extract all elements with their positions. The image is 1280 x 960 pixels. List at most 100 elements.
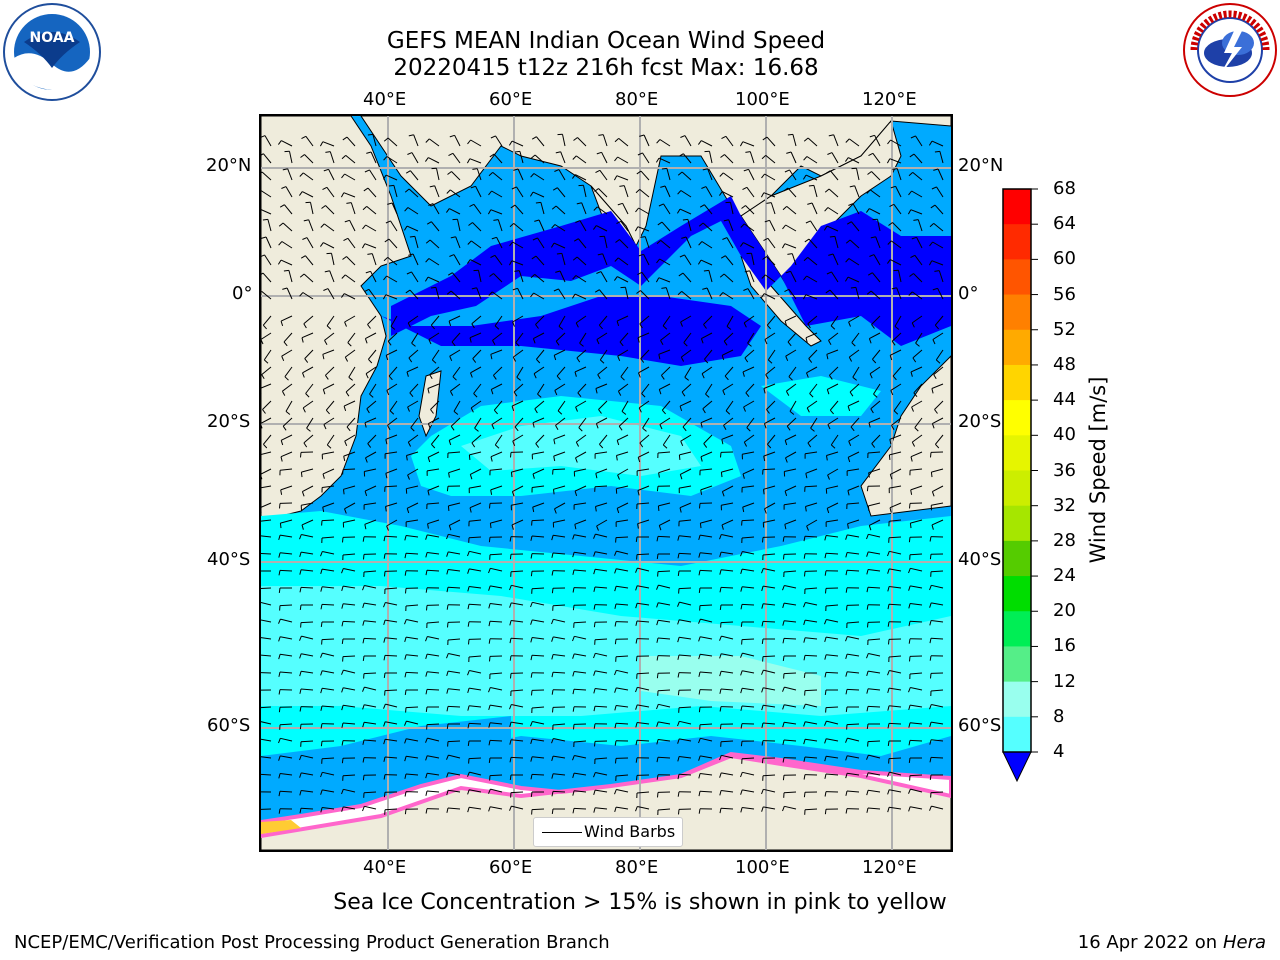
wind-barb-flag (845, 534, 848, 540)
wind-barb (286, 287, 293, 300)
wind-barb-flag (740, 670, 743, 676)
wind-barb-flag (277, 259, 282, 265)
wind-barb (637, 806, 650, 810)
wind-barb-flag (362, 585, 365, 591)
wind-barb-flag (320, 772, 323, 778)
wind-barb-flag (404, 619, 407, 625)
wind-barb-flag (743, 322, 747, 328)
wind-barb (910, 567, 923, 572)
wind-barb (322, 652, 335, 657)
wind-barb (826, 349, 839, 355)
wind-barb (702, 400, 713, 410)
wind-barb (829, 400, 839, 411)
wind-barb-flag (489, 656, 491, 662)
wind-barb-flag (424, 276, 429, 282)
lon-label-bottom-80E: 80°E (615, 857, 659, 878)
wind-barb-flag (427, 457, 431, 463)
wind-barb (638, 207, 650, 215)
wind-barb (287, 168, 293, 181)
wind-barb (496, 237, 503, 249)
wind-barb (405, 773, 419, 776)
wind-barb-flag (389, 410, 395, 415)
wind-barb-flag (301, 491, 305, 497)
wind-barb-flag (677, 619, 680, 625)
wind-barb (828, 332, 839, 341)
wind-barb (267, 219, 272, 232)
wind-barb-flag (299, 587, 302, 593)
wind-barb (556, 366, 566, 377)
wind-barb (321, 705, 335, 708)
wind-barb-flag (532, 237, 538, 241)
wind-barb (874, 135, 881, 147)
wind-barb (721, 349, 734, 356)
wind-barb-flag (449, 134, 455, 138)
wind-barb (889, 670, 902, 674)
wind-barb (931, 721, 944, 725)
wind-barb-flag (637, 490, 640, 496)
wind-barb (368, 349, 377, 360)
wind-barb-flag (511, 491, 515, 497)
wind-barb-flag (677, 637, 680, 643)
wind-barb-flag (852, 376, 858, 381)
wind-barb (914, 255, 923, 266)
wind-barb (557, 400, 566, 412)
wind-barb (930, 637, 944, 640)
wind-barb-flag (488, 788, 491, 794)
wind-barb-flag (446, 189, 451, 194)
wind-barb (867, 705, 881, 708)
wind-barb (301, 772, 314, 776)
wind-barb-flag (639, 323, 643, 329)
wind-barb-flag (493, 219, 499, 221)
wind-barb-flag (746, 427, 751, 432)
wind-barb (492, 332, 503, 341)
calm-zone-south (381, 296, 761, 366)
wind-barb (681, 383, 692, 393)
wind-barb-flag (304, 358, 309, 363)
wind-barb-flag (509, 739, 512, 745)
wind-barb (615, 774, 629, 777)
wind-barb (830, 170, 839, 181)
wind-barb-flag (365, 373, 369, 379)
wind-barb (806, 366, 818, 374)
wind-barb (384, 689, 398, 692)
wind-barb (602, 134, 608, 147)
wind-barb-flag (766, 202, 772, 204)
wind-barb-flag (658, 389, 662, 395)
wind-barb-flag (299, 755, 302, 761)
wind-barb (302, 485, 314, 493)
wind-barb-flag (447, 622, 449, 628)
wind-barb (636, 620, 650, 623)
wind-barb (743, 242, 755, 249)
wind-barb-flag (619, 341, 624, 347)
wind-barb (280, 519, 293, 524)
wind-barb (741, 536, 755, 539)
wind-barb (534, 274, 545, 283)
wind-barb-flag (636, 775, 638, 781)
wind-barb-flag (511, 405, 515, 412)
wind-barb (595, 568, 608, 572)
wind-barb-flag (888, 639, 890, 645)
wind-barb (343, 568, 356, 572)
wind-barb (889, 687, 902, 691)
colorbar-block (1003, 646, 1031, 683)
wind-barb (643, 134, 650, 147)
wind-barb-flag (594, 289, 600, 293)
wind-barb-flag (721, 439, 724, 445)
wind-barb (323, 242, 335, 249)
wind-barb (783, 791, 797, 794)
wind-barb (721, 772, 734, 776)
colorbar-label: Wind Speed [m/s] (1086, 376, 1110, 564)
wind-barb (910, 451, 923, 458)
wind-barb-flag (828, 375, 833, 380)
wind-barb (826, 519, 839, 523)
wind-barb (343, 669, 356, 674)
wind-barb (411, 271, 419, 283)
wind-barb-flag (535, 201, 541, 204)
wind-barb-flag (302, 372, 305, 378)
wind-barb (637, 468, 650, 472)
wind-barb-flag (677, 553, 680, 559)
wind-barb (829, 289, 839, 300)
wind-barb-flag (593, 789, 596, 796)
wind-barb-flag (551, 689, 554, 695)
wind-barb (573, 740, 587, 743)
